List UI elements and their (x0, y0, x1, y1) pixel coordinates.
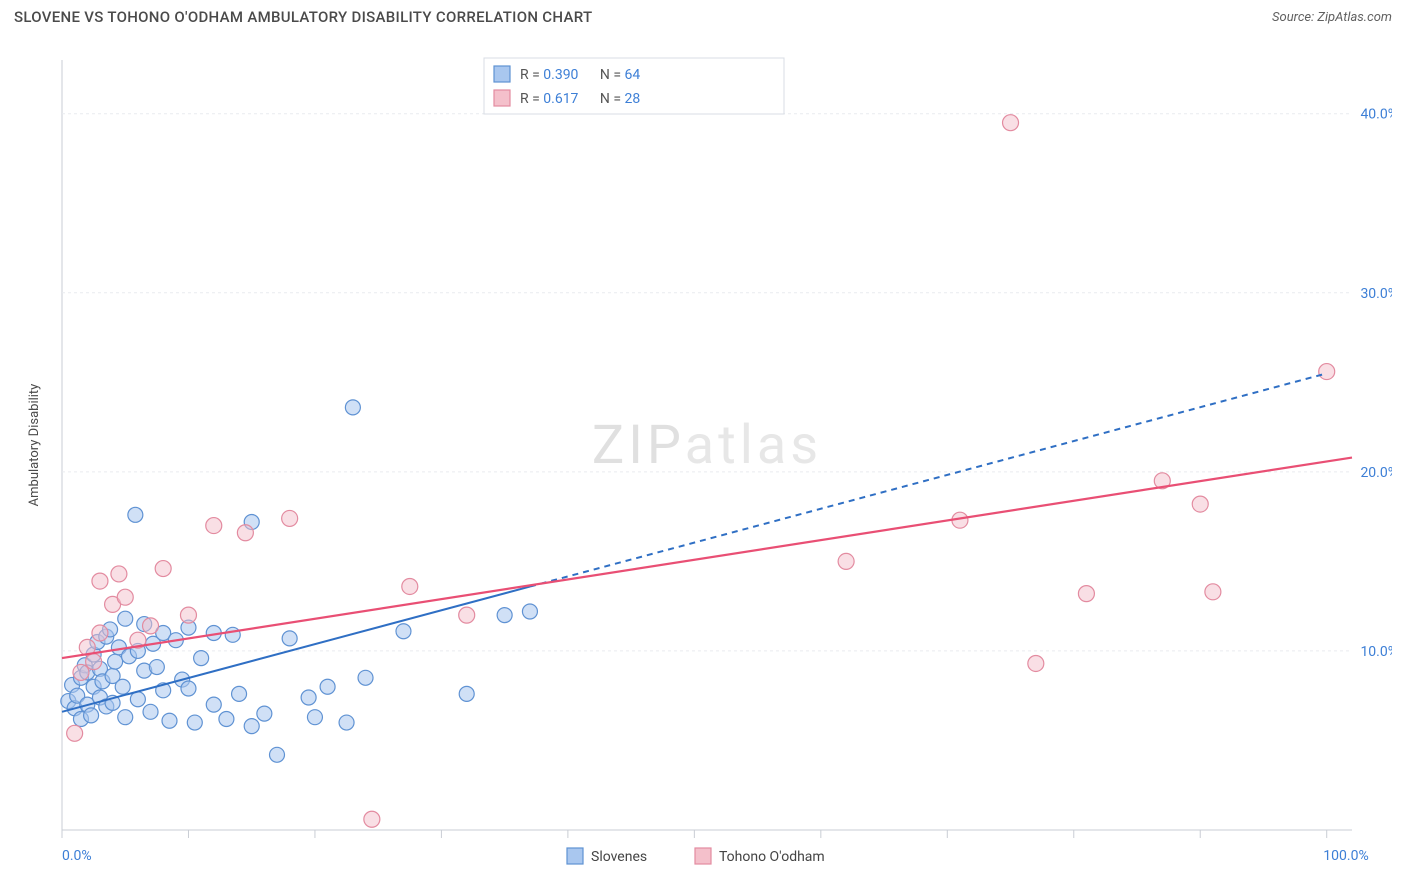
data-point (459, 607, 475, 623)
x-min-label: 0.0% (62, 848, 92, 864)
trend-line (62, 458, 1352, 659)
data-point (522, 604, 537, 619)
chart-container: 10.0% 20.0% 30.0% 40.0% 0.0% 100.0% Ambulatory… (14, 40, 1392, 878)
data-point (402, 578, 418, 594)
data-point (358, 670, 373, 685)
legend-label: Tohono O'odham (719, 849, 825, 865)
data-point (117, 589, 133, 605)
data-point (206, 518, 222, 534)
data-point (143, 618, 159, 634)
data-point (73, 664, 89, 680)
y-axis-label: Ambulatory Disability (27, 384, 42, 507)
data-point (396, 624, 411, 639)
chart-title: SLOVENE VS TOHONO O'ODHAM AMBULATORY DIS… (14, 8, 592, 26)
data-point (187, 715, 202, 730)
watermark: ZIPatlas (592, 414, 822, 477)
y-tick-label: 30.0% (1360, 286, 1392, 302)
legend-label: Slovenes (591, 849, 647, 865)
data-point (111, 566, 127, 582)
data-point (86, 654, 102, 670)
y-tick-label: 10.0% (1360, 644, 1392, 660)
x-max-label: 100.0% (1323, 848, 1368, 864)
data-point (180, 607, 196, 623)
data-point (459, 686, 474, 701)
data-point (118, 611, 133, 626)
data-point (115, 679, 130, 694)
data-point (149, 660, 164, 675)
data-point (155, 561, 171, 577)
series-slovenes (61, 400, 538, 762)
data-point (92, 625, 108, 641)
y-tick-label: 40.0% (1360, 107, 1392, 123)
legend-swatch (494, 90, 510, 106)
y-tick-label: 20.0% (1360, 465, 1392, 481)
data-point (128, 507, 143, 522)
data-point (1028, 655, 1044, 671)
data-point (838, 553, 854, 569)
data-point (307, 710, 322, 725)
data-point (345, 400, 360, 415)
data-point (1319, 364, 1335, 380)
legend-swatch (567, 848, 583, 864)
source-attribution: Source: ZipAtlas.com (1272, 10, 1392, 25)
data-point (143, 704, 158, 719)
data-point (194, 651, 209, 666)
data-point (232, 686, 247, 701)
data-point (162, 713, 177, 728)
data-point (364, 811, 380, 827)
series-legend: Slovenes Tohono O'odham (567, 848, 825, 865)
data-point (181, 681, 196, 696)
data-point (108, 654, 123, 669)
data-point (225, 627, 240, 642)
data-point (339, 715, 354, 730)
data-point (84, 708, 99, 723)
data-point (1192, 496, 1208, 512)
data-point (282, 510, 298, 526)
data-point (282, 631, 297, 646)
scatter-chart: 10.0% 20.0% 30.0% 40.0% 0.0% 100.0% Ambulatory… (14, 40, 1392, 878)
data-point (1078, 586, 1094, 602)
data-point (497, 608, 512, 623)
data-point (118, 710, 133, 725)
data-point (257, 706, 272, 721)
data-point (1205, 584, 1221, 600)
data-point (244, 719, 259, 734)
data-point (1003, 115, 1019, 131)
legend-swatch (695, 848, 711, 864)
data-point (92, 573, 108, 589)
data-point (67, 725, 83, 741)
data-point (219, 711, 234, 726)
data-point (206, 697, 221, 712)
data-point (320, 679, 335, 694)
data-point (270, 747, 285, 762)
data-point (237, 525, 253, 541)
data-point (130, 692, 145, 707)
legend-swatch (494, 66, 510, 82)
data-point (301, 690, 316, 705)
